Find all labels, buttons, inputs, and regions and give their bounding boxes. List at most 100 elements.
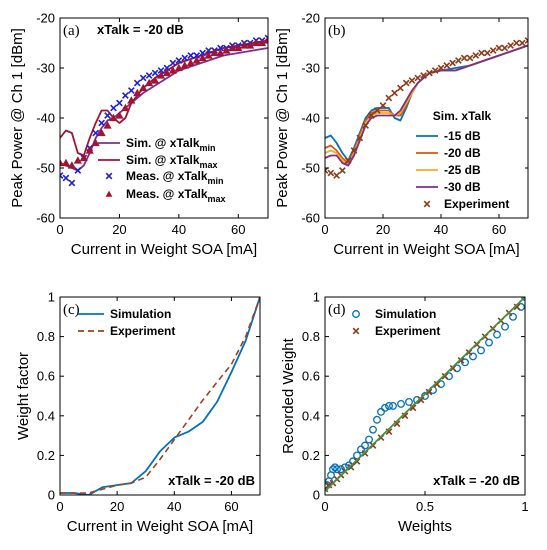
annotation-xtalk: xTalk = -20 dB: [433, 473, 520, 488]
series-a-3-point: [91, 138, 100, 147]
series-a-2-point: [205, 47, 212, 54]
series-b-4-point: [397, 84, 404, 92]
annotation-xtalk: xTalk = -20 dB: [97, 22, 184, 37]
series-b-4-point: [408, 77, 416, 84]
series-d-0-point: [377, 407, 385, 416]
x-tick-label: 20: [110, 499, 124, 514]
x-tick-label: 60: [231, 222, 245, 237]
series-d-1-point: [347, 463, 355, 471]
legend-marker: [423, 200, 431, 208]
series-a-3-point: [204, 51, 213, 59]
series-b-4-point: [426, 69, 433, 77]
series-c-1-line: [60, 297, 260, 494]
series-a-2-point: [169, 59, 177, 67]
y-tick-label: 1: [48, 290, 55, 305]
y-tick-label: 0: [48, 488, 55, 503]
x-tick-label: 0: [321, 499, 328, 514]
legend-name: Meas. @ xTalk: [126, 169, 208, 183]
series-a-3-point: [234, 43, 243, 52]
legend-label: Sim. @ xTalkmax: [126, 153, 218, 170]
x-tick-label: 40: [167, 499, 181, 514]
series-b-4-point: [402, 79, 410, 87]
series-b-4-point: [455, 57, 462, 64]
series-a-3-point: [139, 83, 148, 92]
series-a-3-point: [103, 121, 112, 129]
legend: Simulation Experiment: [78, 307, 175, 338]
series-a-3-point: [210, 48, 219, 57]
series-a-3-point: [222, 46, 231, 54]
series-a-3-point: [60, 158, 65, 167]
panel-label: (c): [63, 302, 80, 318]
legend-subscript: max: [208, 194, 226, 204]
x-tick-label: 60: [224, 499, 238, 514]
plot-area: [325, 37, 528, 179]
series-a-2-point: [187, 52, 195, 59]
legend-name: Sim. @ xTalk: [126, 136, 200, 150]
series-d-0-point: [333, 465, 341, 474]
y-tick-label: 0.4: [302, 408, 320, 423]
legend-label: Experiment: [444, 197, 509, 211]
y-tick-label: 0.6: [37, 369, 55, 384]
series-a-2-point: [60, 172, 64, 179]
series-d-0-point: [469, 352, 477, 361]
series-a-3-point: [257, 38, 267, 47]
series-a-2-point: [163, 64, 171, 72]
series-b-4-point: [362, 122, 369, 129]
series-b-4-point: [325, 167, 329, 174]
y-tick-label: 0.4: [37, 408, 55, 423]
legend-label: Simulation: [375, 307, 436, 321]
series-b-4-point: [466, 54, 474, 62]
legend-subscript: min: [208, 176, 224, 186]
series-a-3-point: [127, 96, 136, 104]
series-a-3-point: [156, 71, 166, 79]
series-a-3-point: [145, 78, 154, 87]
y-axis-label: Recorded Weight: [280, 337, 297, 453]
series-a-2-point: [104, 112, 111, 119]
series-a-3-point: [151, 76, 160, 84]
plot-area: [60, 297, 260, 495]
x-tick-label: 0.5: [416, 499, 434, 514]
series-d-0-point: [361, 441, 369, 450]
series-b-4-point: [327, 169, 335, 177]
legend-label: -15 dB: [444, 129, 481, 143]
legend-marker: [352, 310, 360, 318]
panel-b: 0 20 40 60 -60 -50 -40 -30 -20 Current in Weight …: [274, 11, 529, 258]
series-a-2-point: [157, 67, 165, 74]
legend-label: Sim. @ xTalkmin: [126, 136, 216, 153]
panel-c: 0 20 40 60 0 0.2 0.4 0.6 0.8 1 Current in Weight S…: [15, 290, 261, 535]
series-a-3-point: [168, 66, 177, 74]
y-tick-label: -60: [36, 211, 55, 226]
series-d-1-point: [433, 380, 441, 388]
y-tick-label: 0: [313, 488, 320, 503]
x-tick-label: 60: [492, 222, 506, 237]
series-b-4-point: [344, 157, 352, 164]
series-a-3-point: [240, 41, 249, 49]
series-a-2-point: [74, 167, 82, 174]
series-b-4-point: [472, 52, 480, 59]
y-tick-label: -60: [301, 211, 320, 226]
series-d-1-point: [401, 412, 409, 420]
series-b-4-point: [443, 62, 451, 69]
series-d-0-point: [485, 338, 493, 347]
series-a-3-point: [198, 53, 207, 62]
series-a-2-point: [139, 74, 147, 82]
series-b-4-point: [524, 37, 528, 44]
series-a-3-point: [263, 36, 268, 44]
axes-box: [59, 296, 261, 496]
series-b-4-point: [391, 89, 398, 97]
series-a-3-point: [67, 161, 76, 169]
series-a-3-point: [79, 153, 88, 162]
series-a-3-point: [228, 43, 237, 52]
series-b-4-point: [356, 134, 364, 142]
series-a-2-point: [217, 44, 224, 52]
series-b-4-point: [513, 39, 520, 47]
series-d-2-line: [325, 297, 525, 492]
series-d-0-point: [381, 403, 389, 412]
x-axis-label: Current in Weight SOA [mA]: [71, 241, 257, 258]
legend-marker: [105, 190, 113, 197]
series-a-3-point: [85, 146, 94, 154]
series-b-4-point: [368, 112, 375, 119]
legend-label: Meas. @ xTalkmax: [126, 187, 226, 204]
series-a-3-point: [216, 48, 225, 57]
legend-name: Sim. @ xTalk: [126, 153, 200, 167]
